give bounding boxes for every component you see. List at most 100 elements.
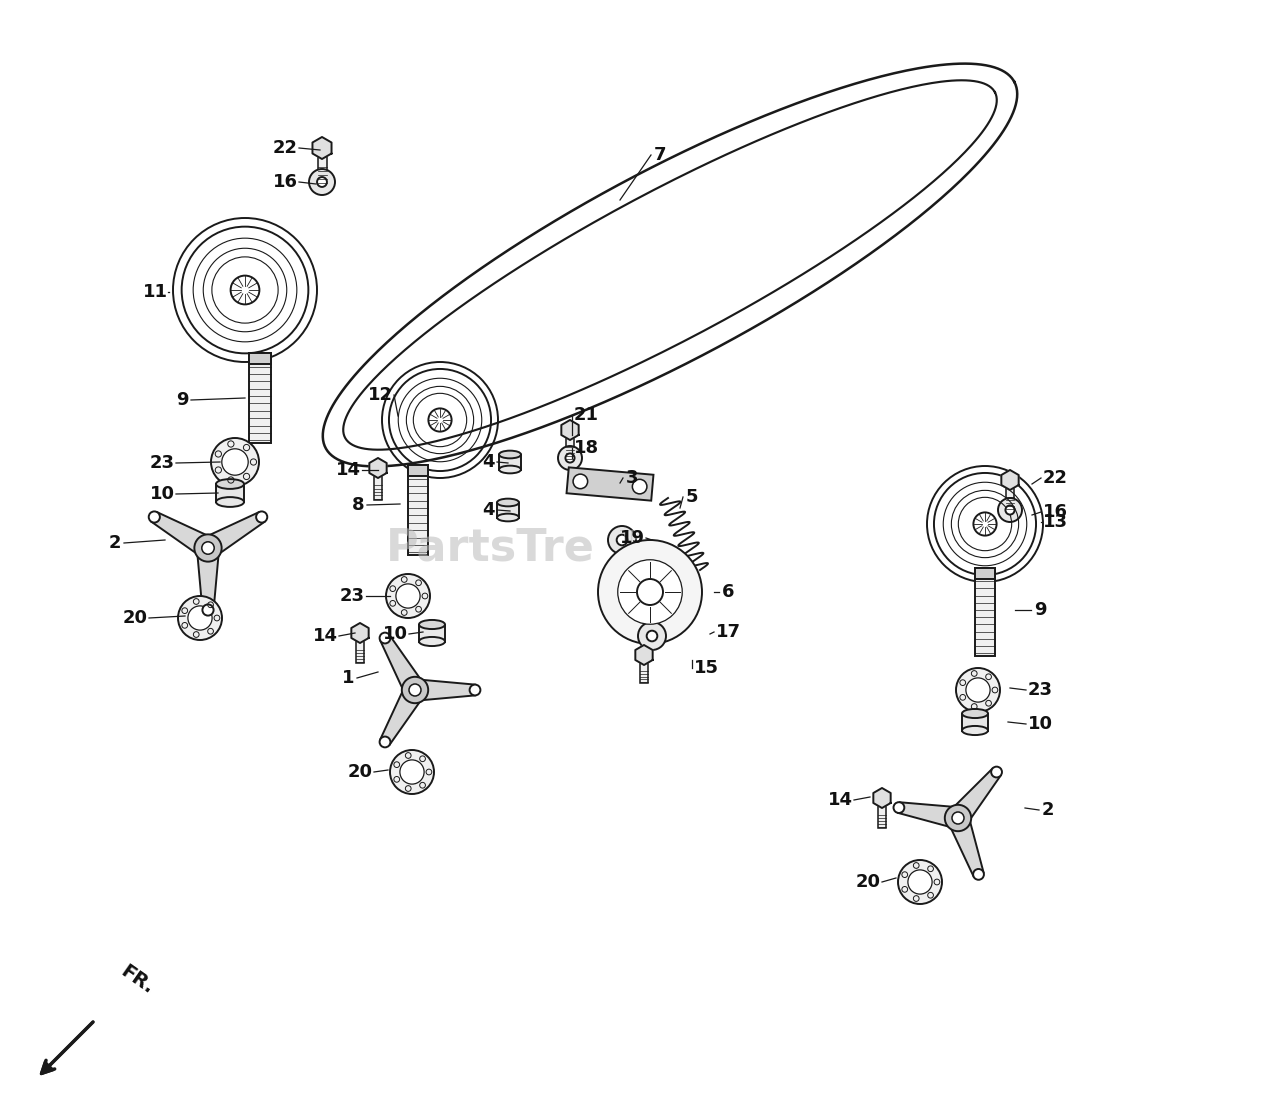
Polygon shape [380, 685, 425, 745]
Text: 5: 5 [686, 488, 699, 506]
Circle shape [380, 736, 390, 747]
Ellipse shape [419, 620, 445, 629]
Text: 12: 12 [367, 386, 393, 404]
Circle shape [966, 678, 991, 702]
Ellipse shape [499, 450, 521, 458]
Polygon shape [415, 679, 475, 701]
Bar [356, 641, 364, 663]
Circle shape [402, 677, 429, 703]
Text: 23: 23 [339, 587, 365, 605]
Text: 1: 1 [342, 669, 355, 687]
Circle shape [230, 276, 260, 305]
Polygon shape [950, 768, 1001, 825]
Circle shape [908, 870, 932, 894]
Circle shape [973, 868, 984, 880]
Text: TM: TM [620, 530, 643, 545]
Circle shape [632, 479, 646, 494]
Text: 17: 17 [716, 623, 741, 641]
Text: 22: 22 [273, 139, 297, 157]
Circle shape [387, 574, 430, 618]
Bar [250, 353, 271, 443]
Circle shape [221, 449, 248, 475]
Bar [317, 157, 326, 185]
Text: 15: 15 [694, 659, 718, 677]
Circle shape [956, 668, 1000, 712]
Circle shape [202, 542, 214, 554]
Bar [499, 455, 521, 469]
Text: 22: 22 [1042, 469, 1068, 487]
Circle shape [991, 766, 1002, 777]
Circle shape [893, 802, 904, 813]
Ellipse shape [499, 466, 521, 474]
Text: 14: 14 [312, 627, 338, 645]
Ellipse shape [419, 637, 445, 646]
Text: 20: 20 [123, 609, 147, 627]
Bar [216, 484, 244, 502]
Circle shape [952, 812, 964, 824]
Polygon shape [635, 645, 653, 665]
Circle shape [598, 540, 701, 644]
Bar [878, 806, 886, 828]
Text: 16: 16 [273, 173, 297, 191]
Text: 11: 11 [142, 282, 168, 301]
Bar [1006, 488, 1014, 510]
Circle shape [945, 805, 972, 831]
Text: 8: 8 [352, 496, 365, 514]
Circle shape [317, 177, 326, 187]
Circle shape [399, 759, 424, 784]
Circle shape [618, 559, 682, 624]
Text: 14: 14 [827, 791, 852, 810]
Text: 6: 6 [722, 583, 735, 600]
Text: 19: 19 [620, 529, 645, 547]
Circle shape [211, 438, 259, 486]
Ellipse shape [963, 709, 988, 718]
Text: 13: 13 [1042, 513, 1068, 532]
Text: 18: 18 [573, 439, 599, 457]
Bar [250, 353, 271, 364]
Text: PartsTre: PartsTre [385, 526, 594, 569]
Ellipse shape [963, 726, 988, 735]
Text: 2: 2 [109, 534, 122, 552]
Bar [374, 476, 381, 500]
Text: FR.: FR. [116, 962, 157, 997]
Circle shape [1006, 506, 1015, 515]
Ellipse shape [497, 498, 518, 506]
Bar [566, 438, 573, 460]
Text: 2: 2 [1042, 801, 1055, 820]
Polygon shape [1001, 470, 1019, 490]
Circle shape [148, 512, 160, 523]
Circle shape [558, 446, 582, 470]
Circle shape [195, 535, 221, 562]
Circle shape [617, 535, 627, 545]
Ellipse shape [216, 479, 244, 489]
Polygon shape [351, 623, 369, 643]
Polygon shape [151, 513, 214, 557]
Polygon shape [202, 513, 265, 557]
Text: 4: 4 [481, 453, 494, 471]
Circle shape [188, 606, 212, 631]
Circle shape [637, 622, 666, 651]
Bar [975, 568, 995, 656]
Ellipse shape [497, 514, 518, 522]
Bar [975, 568, 995, 578]
Circle shape [390, 749, 434, 794]
Text: 3: 3 [626, 469, 639, 487]
Polygon shape [380, 635, 425, 695]
Text: 10: 10 [1028, 715, 1052, 733]
Polygon shape [948, 814, 983, 876]
Text: 10: 10 [150, 485, 174, 503]
Text: 20: 20 [347, 763, 372, 781]
Circle shape [973, 513, 997, 536]
Circle shape [410, 684, 421, 696]
Bar [640, 663, 648, 683]
Text: 9: 9 [175, 391, 188, 409]
Circle shape [308, 169, 335, 195]
Circle shape [202, 605, 214, 616]
Bar [408, 465, 428, 555]
Circle shape [573, 474, 588, 488]
Circle shape [178, 596, 221, 641]
Circle shape [998, 498, 1021, 522]
Bar [963, 714, 988, 731]
Circle shape [899, 860, 942, 904]
Text: 23: 23 [1028, 681, 1052, 699]
